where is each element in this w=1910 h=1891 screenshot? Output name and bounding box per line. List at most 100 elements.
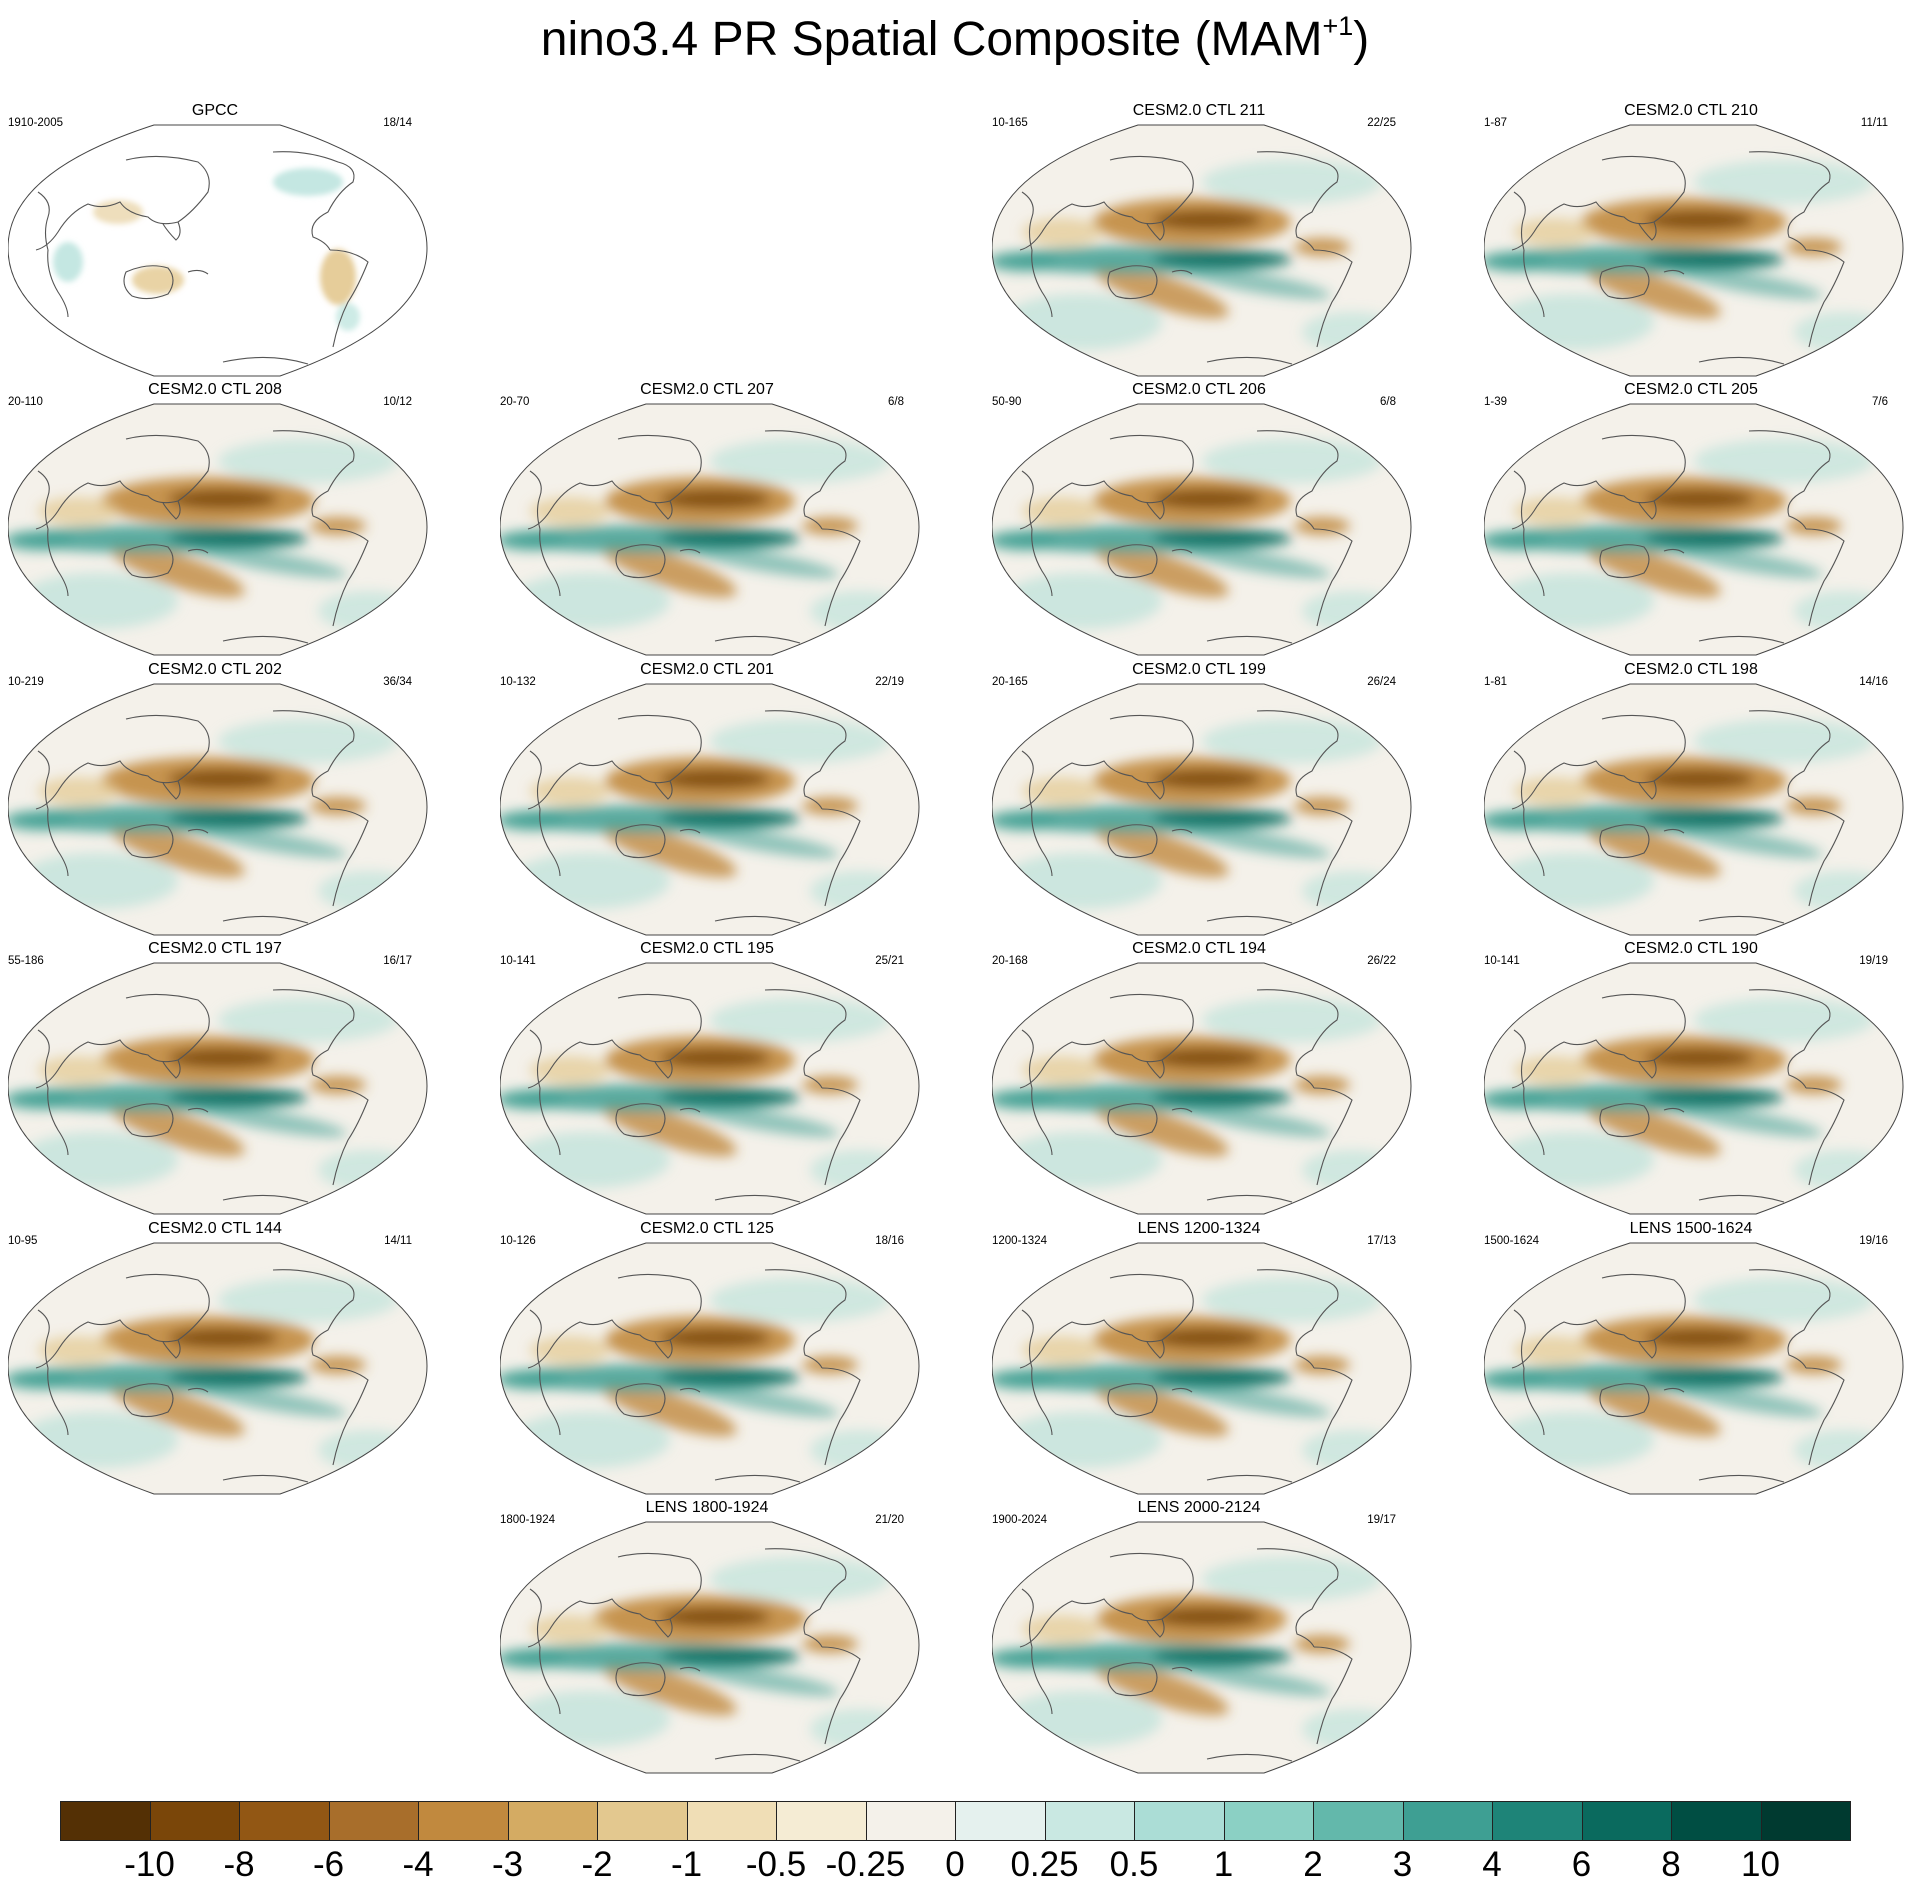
map-panel: CESM2.0 CTL 205 1-39 7/6 bbox=[1476, 381, 1906, 656]
panel-years: 1200-1324 bbox=[992, 1235, 1047, 1247]
panel-years: 10-219 bbox=[8, 676, 44, 688]
panel-years: 55-186 bbox=[8, 955, 44, 967]
panel-title: CESM2.0 CTL 190 bbox=[1624, 940, 1758, 957]
colorbar-box bbox=[1671, 1801, 1762, 1841]
precipitation-map bbox=[992, 403, 1412, 656]
map-panel: CESM2.0 CTL 195 10-141 25/21 bbox=[492, 940, 922, 1215]
panel-event-count: 6/8 bbox=[888, 396, 904, 408]
map-panel: CESM2.0 CTL 190 10-141 19/19 bbox=[1476, 940, 1906, 1215]
panel-event-count: 21/20 bbox=[875, 1514, 904, 1526]
map-panel: CESM2.0 CTL 197 55-186 16/17 bbox=[0, 940, 430, 1215]
precipitation-map bbox=[8, 962, 428, 1215]
panel-event-count: 10/12 bbox=[383, 396, 412, 408]
colorbar-tick-label: 10 bbox=[1741, 1845, 1780, 1884]
precipitation-map bbox=[500, 1521, 920, 1774]
colorbar-tick-label: -1 bbox=[670, 1845, 703, 1884]
precipitation-map bbox=[1484, 403, 1904, 656]
precipitation-map bbox=[992, 124, 1412, 377]
map-panel: CESM2.0 CTL 201 10-132 22/19 bbox=[492, 661, 922, 936]
panel-title: CESM2.0 CTL 195 bbox=[640, 940, 774, 957]
precipitation-map bbox=[992, 683, 1412, 936]
colorbar-box bbox=[686, 1801, 777, 1841]
panel-event-count: 6/8 bbox=[1380, 396, 1396, 408]
colorbar-tick-label: 2 bbox=[1303, 1845, 1323, 1884]
colorbar-box bbox=[1313, 1801, 1404, 1841]
panel-title: CESM2.0 CTL 201 bbox=[640, 661, 774, 678]
panel-event-count: 17/13 bbox=[1367, 1235, 1396, 1247]
panel-years: 20-110 bbox=[8, 396, 43, 408]
colorbar-tick-label: -8 bbox=[223, 1845, 255, 1884]
precipitation-map bbox=[1484, 1242, 1904, 1495]
panel-event-count: 19/19 bbox=[1859, 955, 1888, 967]
map-panel: CESM2.0 CTL 206 50-90 6/8 bbox=[984, 381, 1414, 656]
colorbar-box bbox=[328, 1801, 419, 1841]
colorbar-box bbox=[1760, 1801, 1851, 1841]
panel-title: LENS 2000-2124 bbox=[1137, 1499, 1261, 1516]
map-panel: CESM2.0 CTL 207 20-70 6/8 bbox=[492, 381, 922, 656]
precipitation-map bbox=[1484, 962, 1904, 1215]
map-panel: CESM2.0 CTL 198 1-81 14/16 bbox=[1476, 661, 1906, 936]
precipitation-map bbox=[8, 403, 428, 656]
precipitation-map bbox=[992, 1521, 1412, 1774]
panel-years: 1500-1624 bbox=[1484, 1235, 1539, 1247]
panel-title: CESM2.0 CTL 208 bbox=[148, 381, 282, 398]
panel-years: 1900-2024 bbox=[992, 1514, 1047, 1526]
panel-title: CESM2.0 CTL 202 bbox=[148, 661, 282, 678]
colorbar-box bbox=[149, 1801, 240, 1841]
page-title: nino3.4 PR Spatial Composite (MAM+1) bbox=[540, 11, 1370, 67]
precipitation-map bbox=[8, 1242, 428, 1495]
colorbar-box bbox=[776, 1801, 867, 1841]
panel-title: CESM2.0 CTL 194 bbox=[1132, 940, 1266, 957]
map-panel: LENS 1500-1624 1500-1624 19/16 bbox=[1476, 1220, 1906, 1495]
panel-years: 1-81 bbox=[1484, 676, 1508, 688]
colorbar-tick-label: 0 bbox=[945, 1845, 965, 1884]
panel-event-count: 18/16 bbox=[875, 1235, 904, 1247]
colorbar-tick-label: 1 bbox=[1213, 1845, 1234, 1884]
colorbar-box bbox=[418, 1801, 509, 1841]
panel-years: 10-165 bbox=[992, 117, 1028, 129]
colorbar-box bbox=[60, 1801, 151, 1841]
precipitation-map bbox=[8, 683, 428, 936]
map-panel: LENS 2000-2124 1900-2024 19/17 bbox=[984, 1499, 1414, 1774]
map-panel: CESM2.0 CTL 211 10-165 22/25 bbox=[984, 102, 1414, 377]
panel-years: 1-87 bbox=[1484, 117, 1508, 129]
colorbar-box bbox=[1492, 1801, 1583, 1841]
panel-event-count: 19/16 bbox=[1859, 1235, 1888, 1247]
panel-event-count: 36/34 bbox=[383, 676, 412, 688]
colorbar bbox=[60, 1801, 1851, 1843]
colorbar-tick-label: -10 bbox=[124, 1845, 175, 1884]
panel-event-count: 26/22 bbox=[1367, 955, 1396, 967]
panel-event-count: 19/17 bbox=[1367, 1514, 1396, 1526]
colorbar-tick-label: 8 bbox=[1661, 1845, 1681, 1884]
panel-title: LENS 1500-1624 bbox=[1629, 1220, 1753, 1237]
map-panel: GPCC 1910-2005 18/14 bbox=[0, 102, 430, 377]
panel-event-count: 7/6 bbox=[1872, 396, 1888, 408]
panel-title: CESM2.0 CTL 197 bbox=[148, 940, 282, 957]
precipitation-map bbox=[1484, 683, 1904, 936]
panel-years: 1910-2005 bbox=[8, 117, 63, 129]
panel-title: CESM2.0 CTL 125 bbox=[640, 1220, 774, 1237]
map-panel: LENS 1200-1324 1200-1324 17/13 bbox=[984, 1220, 1414, 1495]
precipitation-map bbox=[500, 1242, 920, 1495]
precipitation-map bbox=[1484, 124, 1904, 377]
colorbar-tick-label: 4 bbox=[1482, 1845, 1502, 1884]
panel-title: CESM2.0 CTL 211 bbox=[1132, 102, 1266, 119]
colorbar-box bbox=[1134, 1801, 1225, 1841]
colorbar-tick-label: -2 bbox=[581, 1845, 613, 1884]
panel-years: 20-168 bbox=[992, 955, 1028, 967]
colorbar-tick-label: 0.25 bbox=[1010, 1845, 1079, 1884]
colorbar-tick-label: -0.25 bbox=[825, 1845, 906, 1884]
colorbar-tick-label: -4 bbox=[402, 1845, 434, 1884]
map-panel: CESM2.0 CTL 194 20-168 26/22 bbox=[984, 940, 1414, 1215]
colorbar-tick-label: -0.5 bbox=[745, 1845, 807, 1884]
panel-event-count: 14/11 bbox=[384, 1235, 412, 1247]
panel-years: 10-141 bbox=[500, 955, 536, 967]
precipitation-map bbox=[992, 962, 1412, 1215]
precipitation-map bbox=[8, 124, 428, 377]
panel-title: CESM2.0 CTL 205 bbox=[1624, 381, 1758, 398]
panel-event-count: 22/25 bbox=[1367, 117, 1396, 129]
map-panel: CESM2.0 CTL 202 10-219 36/34 bbox=[0, 661, 430, 936]
panel-event-count: 26/24 bbox=[1367, 676, 1396, 688]
map-panel: LENS 1800-1924 1800-1924 21/20 bbox=[492, 1499, 922, 1774]
panel-years: 1-39 bbox=[1484, 396, 1508, 408]
